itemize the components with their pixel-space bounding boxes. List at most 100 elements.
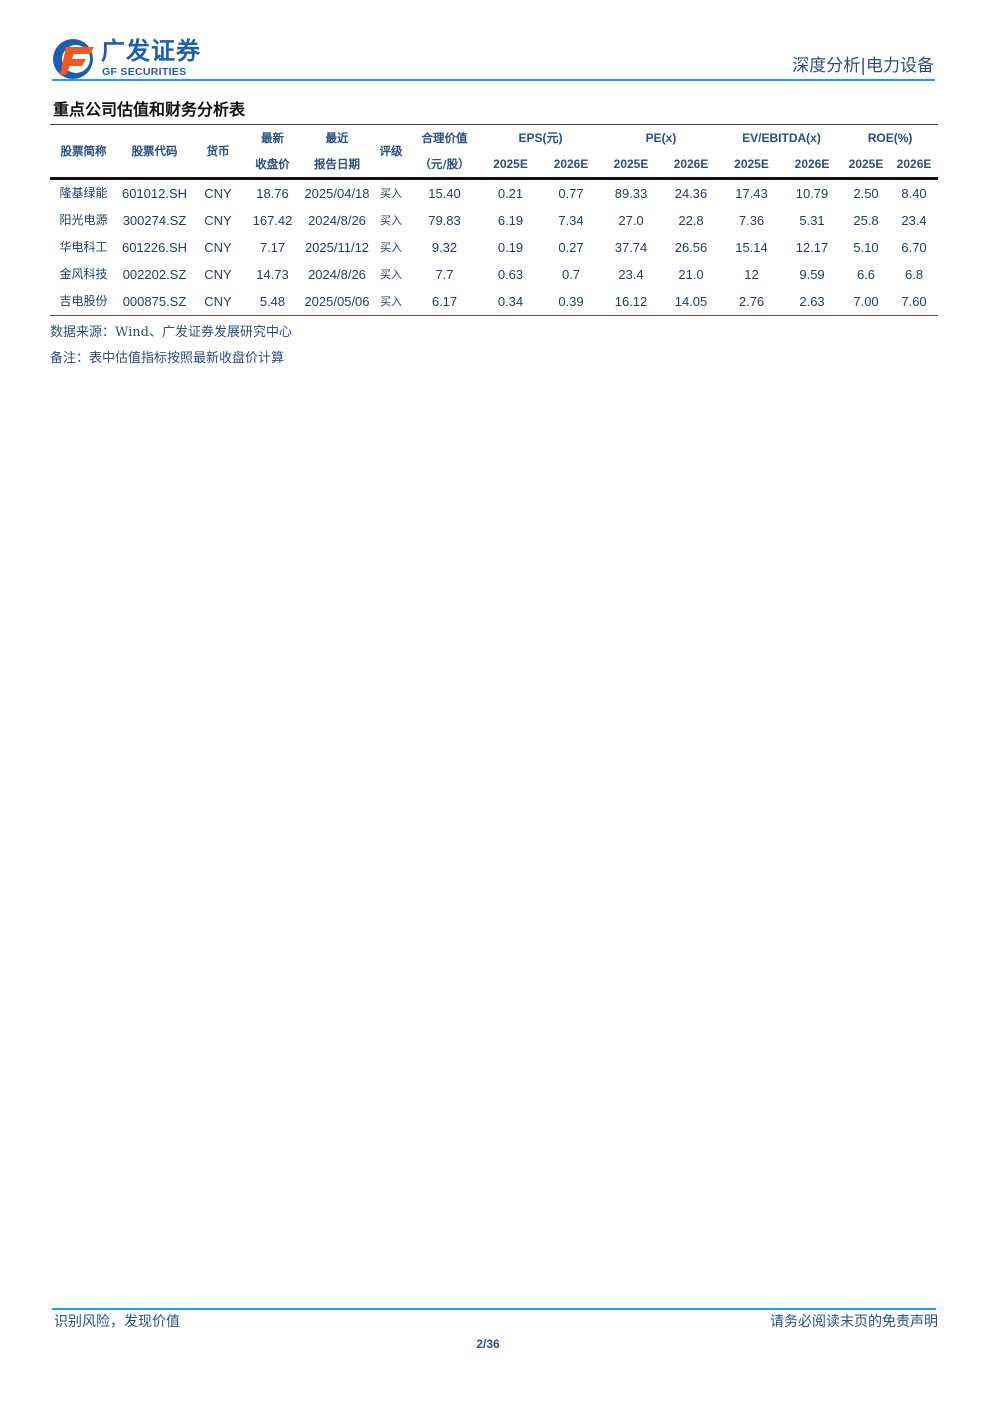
col-year: 2025E (601, 151, 662, 180)
table-row: 吉电股份 000875.SZ CNY 5.48 2025/05/06 买入 6.17 0.34… (50, 288, 938, 316)
table-cell: 10.79 (795, 186, 829, 201)
table-cell: 2025/05/06 (304, 294, 370, 309)
table-cell: 6.70 (901, 240, 927, 255)
table-cell: 7.7 (435, 267, 454, 282)
table-cell: 16.12 (614, 294, 648, 309)
table-cell: CNY (204, 240, 232, 255)
footer-disclaimer: 请务必阅读末页的免责声明 (770, 1314, 938, 1330)
col-date-bottom: 报告日期 (301, 151, 373, 180)
table-cell: 6.8 (904, 267, 924, 282)
col-fair-top: 合理价值 (421, 131, 468, 145)
table-cell: 601226.SH (121, 240, 188, 255)
col-year: 2025E (480, 151, 541, 180)
table-cell: 买入 (380, 241, 402, 254)
table-row: 金风科技 002202.SZ CNY 14.73 2024/8/26 买入 7.7 0.63 0… (50, 261, 938, 288)
table-cell: 0.7 (561, 267, 581, 282)
col-rating: 评级 (373, 124, 409, 180)
col-ev-ebitda: EV/EBITDA(x) (742, 131, 821, 145)
col-currency: 货币 (192, 124, 244, 180)
table-cell: 17.43 (735, 186, 768, 201)
col-year: 2026E (661, 151, 722, 180)
table-title: 重点公司估值和财务分析表 (53, 100, 246, 119)
table-cell: 2.63 (799, 294, 825, 309)
table-cell: 0.39 (558, 294, 584, 309)
col-roe: ROE(%) (867, 131, 913, 145)
table-cell: 6.6 (856, 267, 876, 282)
table-cell: 26.56 (674, 240, 708, 255)
table-cell: 23.4 (901, 213, 927, 228)
table-cell: 买入 (380, 295, 402, 308)
col-pe: PE(x) (645, 131, 677, 145)
table-cell: 601012.SH (121, 186, 188, 201)
valuation-table: 股票简称 股票代码 货币 最新 最近 评级 合理价值 EPS(元) PE(x) … (50, 124, 939, 316)
table-cell: 5.48 (259, 294, 286, 309)
table-cell: 吉电股份 (59, 294, 108, 308)
table-cell: 21.0 (678, 267, 704, 282)
table-cell: 9.32 (431, 240, 458, 255)
table-cell: 5.31 (799, 213, 825, 228)
table-cell: 0.19 (497, 240, 524, 255)
table-cell: 18.76 (256, 186, 289, 201)
table-cell: 25.8 (853, 213, 879, 228)
table-cell: 买入 (380, 214, 402, 227)
table-cell: 7.34 (558, 213, 584, 228)
table-cell: 6.17 (431, 294, 458, 309)
table-cell: 14.73 (256, 267, 289, 282)
table-cell: 2025/11/12 (304, 240, 370, 255)
table-cell: CNY (204, 267, 232, 282)
table-row: 隆基绿能 601012.SH CNY 18.76 2025/04/18 买入 15.40 0.… (50, 179, 938, 208)
table-cell: 隆基绿能 (59, 186, 108, 200)
table-cell: 7.36 (738, 213, 765, 228)
table-cell: 37.74 (614, 240, 648, 255)
col-date-top: 最近 (325, 131, 349, 145)
table-cell: 2.76 (738, 294, 765, 309)
table-cell: 0.21 (497, 186, 524, 201)
table-cell: CNY (204, 213, 232, 228)
footer-divider (52, 1308, 936, 1310)
col-name: 股票简称 (50, 124, 117, 180)
col-price-top: 最新 (261, 131, 284, 145)
table-cell: 9.59 (799, 267, 825, 282)
table-cell: 15.14 (735, 240, 768, 255)
table-cell: 89.33 (614, 186, 648, 201)
table-cell: 167.42 (252, 213, 293, 228)
table-cell: 000875.SZ (122, 294, 187, 309)
table-cell: 12.17 (795, 240, 829, 255)
col-fair-bottom: （元/股） (409, 151, 480, 180)
table-note: 备注：表中估值指标按照最新收盘价计算 (50, 351, 285, 366)
table-cell: 6.19 (497, 213, 524, 228)
table-cell: CNY (204, 294, 232, 309)
table-cell: 27.0 (618, 213, 644, 228)
report-section: 深度分析|电力设备 (792, 56, 934, 76)
header-row-1: 股票简称 股票代码 货币 最新 最近 评级 合理价值 EPS(元) PE(x) … (50, 124, 938, 180)
table-cell: 15.40 (428, 186, 461, 201)
table-cell: 7.60 (901, 294, 927, 309)
col-year: 2025E (721, 151, 783, 180)
col-eps: EPS(元) (518, 131, 563, 145)
col-year: 2026E (782, 151, 843, 180)
table-cell: 买入 (380, 187, 402, 200)
table-cell: 华电科工 (59, 240, 108, 254)
table-cell: 2025/04/18 (304, 186, 370, 201)
table-cell: 12 (744, 267, 759, 282)
table-cell: 22.8 (678, 213, 704, 228)
table-cell: 8.40 (901, 186, 927, 201)
table-cell: 7.17 (259, 240, 286, 255)
table-cell: 0.34 (497, 294, 524, 309)
data-source: 数据来源：Wind、广发证券发展研究中心 (50, 325, 292, 340)
header-row-2: 收盘价 报告日期 （元/股） 2025E 2026E 2025E 2026E 2… (50, 151, 939, 180)
col-code: 股票代码 (117, 124, 192, 180)
col-year: 2025E (842, 151, 891, 180)
table-cell: 金风科技 (59, 267, 108, 281)
table-cell: 2.50 (853, 186, 879, 201)
table-row: 华电科工 601226.SH CNY 7.17 2025/11/12 买入 9.32 0.19… (50, 234, 938, 261)
table-cell: 0.27 (558, 240, 584, 255)
table-cell: 阳光电源 (59, 213, 108, 227)
table-cell: 23.4 (618, 267, 644, 282)
table-cell: 79.83 (428, 213, 461, 228)
table-cell: 2024/8/26 (308, 267, 366, 282)
table-cell: 2024/8/26 (308, 213, 366, 228)
table-cell: 300274.SZ (122, 213, 187, 228)
table-cell: 买入 (380, 268, 402, 281)
header-divider (52, 79, 935, 81)
